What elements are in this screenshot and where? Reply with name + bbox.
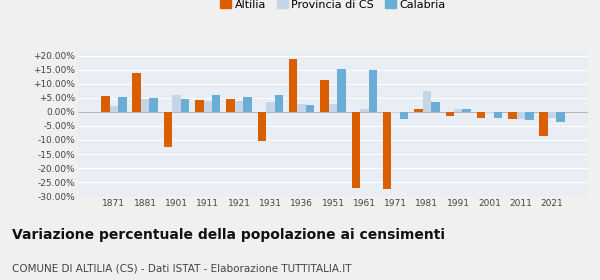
Bar (244, 97, 252, 112)
Bar (383, 112, 391, 189)
Bar (446, 112, 454, 116)
Bar (400, 112, 408, 119)
Bar (298, 104, 306, 112)
Bar (320, 80, 329, 112)
Bar (329, 104, 337, 112)
Bar (149, 98, 158, 112)
Bar (275, 95, 283, 112)
Bar (508, 112, 517, 119)
Bar (391, 112, 400, 113)
Bar (306, 105, 314, 112)
Bar (195, 100, 203, 112)
Bar (548, 112, 556, 118)
Text: COMUNE DI ALTILIA (CS) - Dati ISTAT - Elaborazione TUTTITALIA.IT: COMUNE DI ALTILIA (CS) - Dati ISTAT - El… (12, 263, 352, 273)
Bar (289, 59, 298, 112)
Bar (556, 112, 565, 122)
Bar (414, 109, 422, 112)
Bar (337, 69, 346, 112)
Bar (485, 112, 494, 113)
Bar (164, 112, 172, 147)
Bar (360, 109, 368, 112)
Bar (110, 106, 118, 112)
Bar (226, 99, 235, 112)
Bar (477, 112, 485, 118)
Bar (258, 112, 266, 141)
Bar (463, 109, 471, 112)
Bar (101, 96, 110, 112)
Bar (517, 112, 525, 119)
Bar (431, 102, 440, 112)
Bar (454, 109, 463, 112)
Bar (525, 112, 533, 120)
Bar (539, 112, 548, 136)
Bar (266, 102, 275, 112)
Bar (181, 99, 189, 112)
Bar (212, 95, 220, 112)
Bar (494, 112, 502, 118)
Bar (141, 99, 149, 112)
Bar (133, 73, 141, 112)
Bar (203, 101, 212, 112)
Bar (172, 95, 181, 112)
Legend: Altilia, Provincia di CS, Calabria: Altilia, Provincia di CS, Calabria (215, 0, 451, 14)
Text: Variazione percentuale della popolazione ai censimenti: Variazione percentuale della popolazione… (12, 228, 445, 242)
Bar (118, 97, 127, 112)
Bar (368, 70, 377, 112)
Bar (235, 101, 244, 112)
Bar (352, 112, 360, 188)
Bar (422, 91, 431, 112)
